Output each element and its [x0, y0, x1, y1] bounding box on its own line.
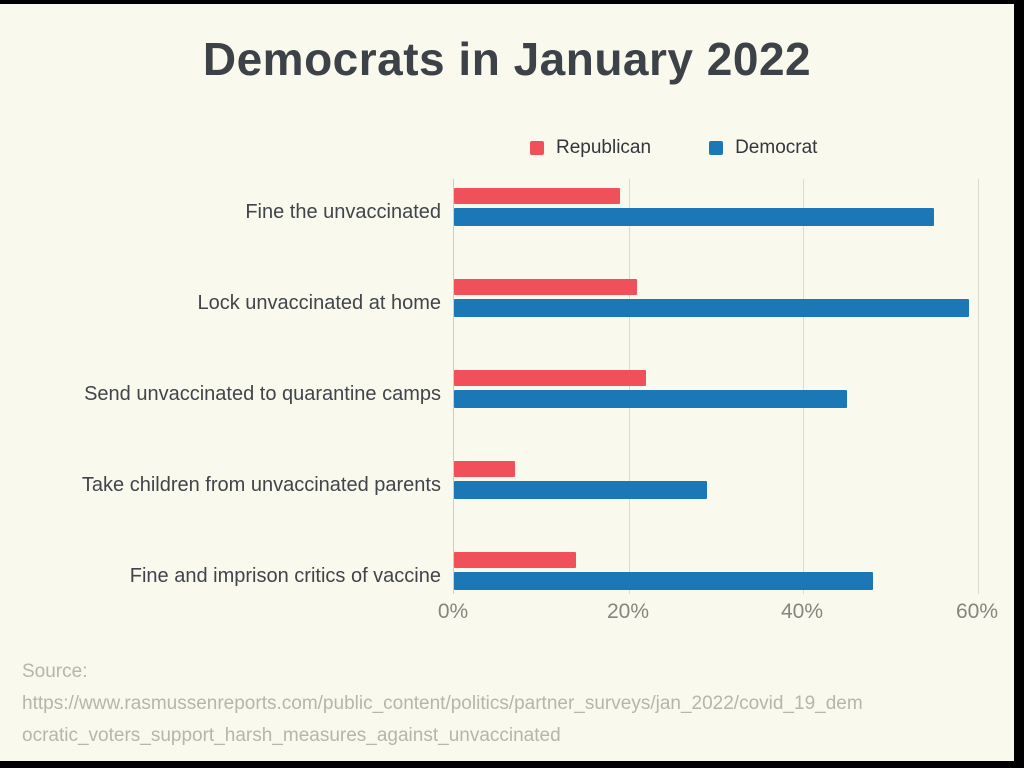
gridline-20 [629, 179, 630, 594]
bar-democrat [454, 208, 934, 226]
legend-label: Democrat [735, 137, 818, 158]
x-tick-label: 20% [606, 600, 650, 623]
category-label: Send unvaccinated to quarantine camps [84, 383, 441, 405]
bar-republican [454, 552, 576, 568]
bar-republican [454, 188, 620, 204]
legend: Republican Democrat [530, 137, 817, 159]
category-label: Lock unvaccinated at home [197, 292, 442, 314]
bar-democrat [454, 572, 873, 590]
gridline-40 [803, 179, 804, 594]
source-url-line1: https://www.rasmussenreports.com/public_… [22, 693, 863, 714]
x-tick-label: 60% [955, 600, 999, 623]
x-tick-label: 0% [437, 600, 469, 623]
x-axis: 0% 20% 40% 60% [0, 600, 1024, 630]
chart-title: Democrats in January 2022 [202, 33, 812, 85]
bar-democrat [454, 481, 707, 499]
category-label: Take children from unvaccinated parents [81, 474, 441, 496]
legend-swatch-icon [530, 141, 544, 155]
bar-republican [454, 279, 637, 295]
legend-item-republican: Republican [530, 137, 651, 159]
x-tick-label: 40% [780, 600, 824, 623]
bar-democrat [454, 390, 847, 408]
source-label: Source: [22, 661, 88, 682]
legend-item-democrat: Democrat [709, 137, 817, 159]
source-note: Source: https://www.rasmussenreports.com… [22, 656, 1002, 752]
source-url-line2: ocratic_voters_support_harsh_measures_ag… [22, 725, 561, 746]
bar-democrat [454, 299, 969, 317]
bar-republican [454, 370, 646, 386]
bar-republican [454, 461, 515, 477]
legend-label: Republican [556, 137, 652, 158]
gridline-60 [978, 179, 979, 594]
legend-swatch-icon [709, 141, 724, 155]
category-labels: Fine the unvaccinated Lock unvaccinated a… [0, 179, 441, 594]
category-label: Fine and imprison critics of vaccine [129, 565, 441, 587]
chart-canvas: Democrats in January 2022 Republican Demo… [0, 4, 1014, 761]
category-label: Fine the unvaccinated [245, 201, 441, 223]
plot-area [453, 179, 1010, 594]
